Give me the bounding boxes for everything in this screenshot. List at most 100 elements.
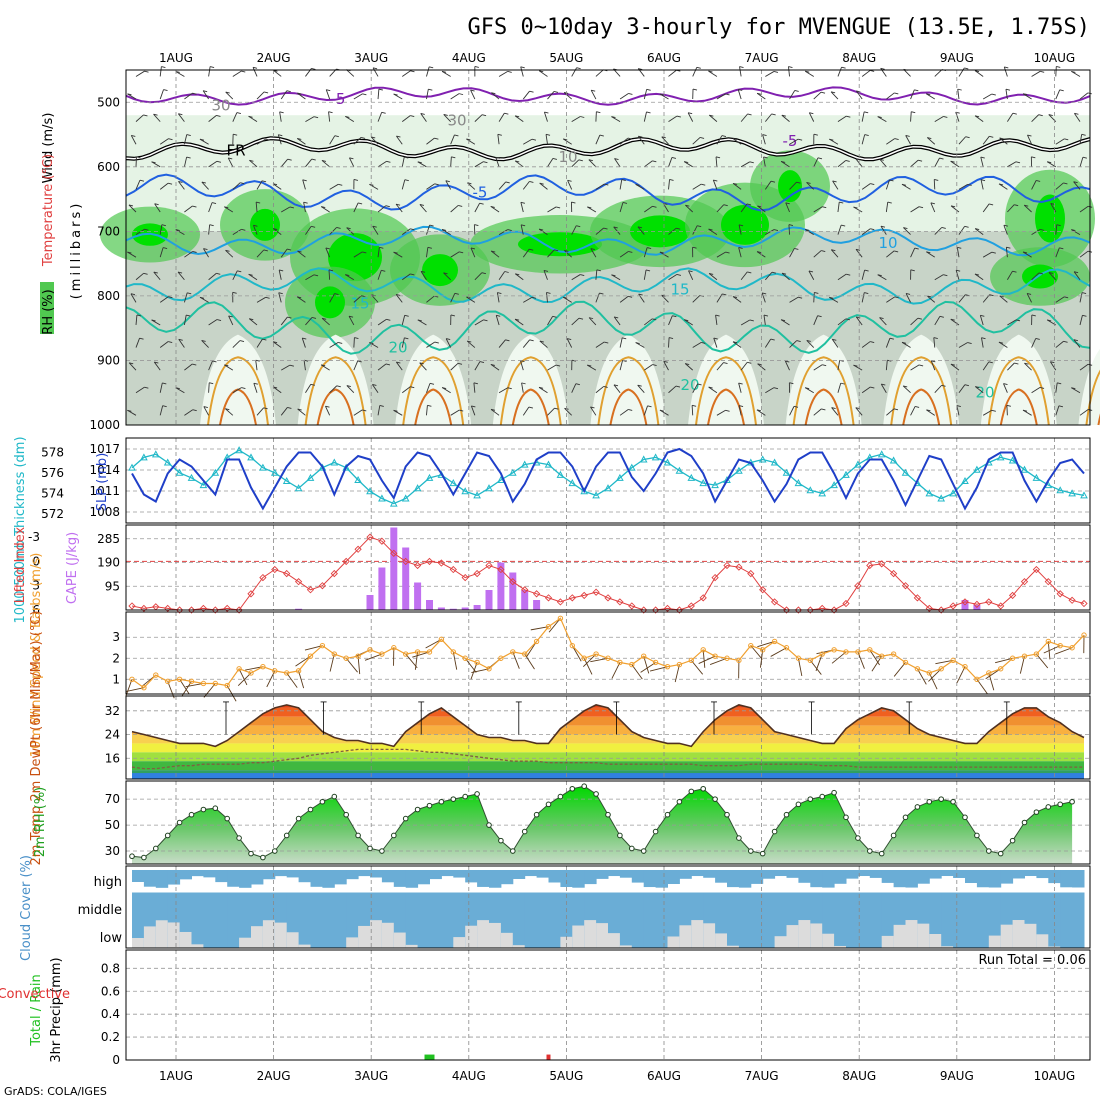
wind-barb-flag — [780, 319, 786, 322]
wind-barb — [443, 114, 451, 122]
wind-barb — [498, 181, 507, 190]
wind-barb-flag — [955, 111, 960, 114]
wind-barb — [590, 248, 597, 258]
wind-barb-flag — [163, 89, 168, 92]
lifted-index-point — [985, 598, 993, 606]
wind-barb-flag — [175, 229, 180, 232]
wind-barb — [203, 248, 210, 258]
wind-barb — [255, 360, 258, 371]
wind-barb — [668, 179, 670, 190]
mid-cloud-bar — [976, 892, 990, 948]
wind-barb — [255, 201, 258, 213]
wind-barb-flag — [504, 271, 509, 273]
wind-barb-flag — [297, 408, 302, 411]
rh-point — [593, 791, 599, 797]
wind-barb — [804, 70, 814, 77]
date-label-top: 5AUG — [549, 51, 583, 65]
mid-cloud-bar — [762, 892, 776, 948]
wind-barb-flag — [297, 250, 302, 253]
wind-barb-flag — [554, 407, 559, 410]
thickness-point — [568, 479, 577, 487]
wind-barb-flag — [676, 115, 681, 118]
wind-barb-flag — [466, 138, 471, 141]
wind-barb — [184, 205, 193, 213]
wind-barb — [328, 269, 331, 280]
wind-barb — [732, 138, 742, 145]
wind-barb — [1073, 271, 1081, 281]
wind-barb — [1007, 161, 1017, 168]
wind-barb — [547, 206, 557, 213]
wind-barb — [208, 319, 218, 326]
wind-barb-flag — [216, 319, 222, 321]
wind-barb-flag — [646, 111, 651, 114]
thickness-point — [330, 458, 339, 466]
wind-barb — [253, 383, 258, 393]
wind-barb-flag — [417, 161, 422, 164]
wind-barb-flag — [393, 251, 398, 254]
wind-barb-flag — [845, 318, 850, 321]
mid-cloud-bar — [132, 892, 145, 948]
wind-barb-flag — [901, 183, 907, 186]
wind-barb-flag — [701, 341, 706, 344]
wind-barb-flag — [894, 250, 899, 253]
wind-barb-flag — [692, 88, 698, 91]
lifted-index-point — [1032, 565, 1041, 574]
rh-point — [462, 793, 469, 800]
wind-barb — [127, 93, 137, 100]
mid-cloud-bar — [750, 892, 764, 948]
wind-speed-point — [224, 682, 230, 689]
wind-barb — [281, 206, 291, 213]
low-cloud-bar — [262, 920, 276, 948]
wind-speed-point — [307, 653, 314, 659]
wind-barb — [886, 408, 895, 416]
wind-barb — [128, 362, 137, 371]
wind-barb-flag — [1024, 204, 1029, 207]
low-cloud-bar — [572, 925, 585, 948]
wind-speed-point — [569, 642, 575, 649]
wind-barb — [732, 341, 742, 348]
rh-point — [736, 835, 742, 841]
low-cloud-bar — [560, 936, 573, 948]
wind-barb — [538, 386, 548, 394]
high-cloud-bar — [1072, 870, 1085, 888]
wind-barb — [232, 182, 241, 190]
wind-speed-point — [1057, 642, 1063, 649]
high-cloud-bar — [774, 870, 787, 877]
wind-barb-flag — [941, 384, 946, 387]
wind-barb-flag — [128, 204, 134, 207]
wind-barb — [668, 337, 670, 348]
wind-barb — [183, 315, 187, 326]
mid-cloud-bar — [846, 892, 859, 948]
wind-barb — [199, 296, 209, 303]
wind-barb-flag — [529, 181, 534, 183]
high-cloud-bar — [477, 870, 490, 887]
wind-barb-flag — [974, 273, 980, 276]
cape-bar — [473, 605, 481, 610]
high-cloud-bar — [762, 870, 776, 879]
run-total: Run Total = 0.06 — [978, 953, 1086, 968]
wind-barb-flag — [168, 296, 173, 299]
wind-barb-flag — [1074, 112, 1079, 115]
wind-speed-point — [272, 668, 278, 674]
cape-tick-label: 190 — [97, 556, 120, 570]
wind-barb-flag — [1024, 362, 1029, 365]
wind-barb — [401, 156, 405, 167]
wind-barb-flag — [578, 159, 583, 162]
rh-point — [652, 828, 659, 835]
wind-barb — [248, 318, 258, 326]
wind-barb-flag — [999, 295, 1004, 298]
wind-barb-10m — [759, 649, 764, 668]
wind-barb-10m — [238, 668, 248, 686]
wind-barb — [853, 364, 863, 371]
cape-bar — [533, 600, 541, 610]
wind-barb-flag — [404, 337, 409, 340]
wind-barb — [201, 181, 209, 190]
wind-barb-flag — [956, 269, 961, 272]
isotherm-label: 20 — [975, 384, 994, 402]
wind-barb — [588, 159, 597, 168]
wind-barb-flag — [552, 315, 557, 318]
wind-barb — [545, 134, 548, 145]
lifted-index-point — [330, 569, 338, 578]
rh-point — [224, 815, 230, 822]
wind-barb-flag — [450, 314, 455, 317]
